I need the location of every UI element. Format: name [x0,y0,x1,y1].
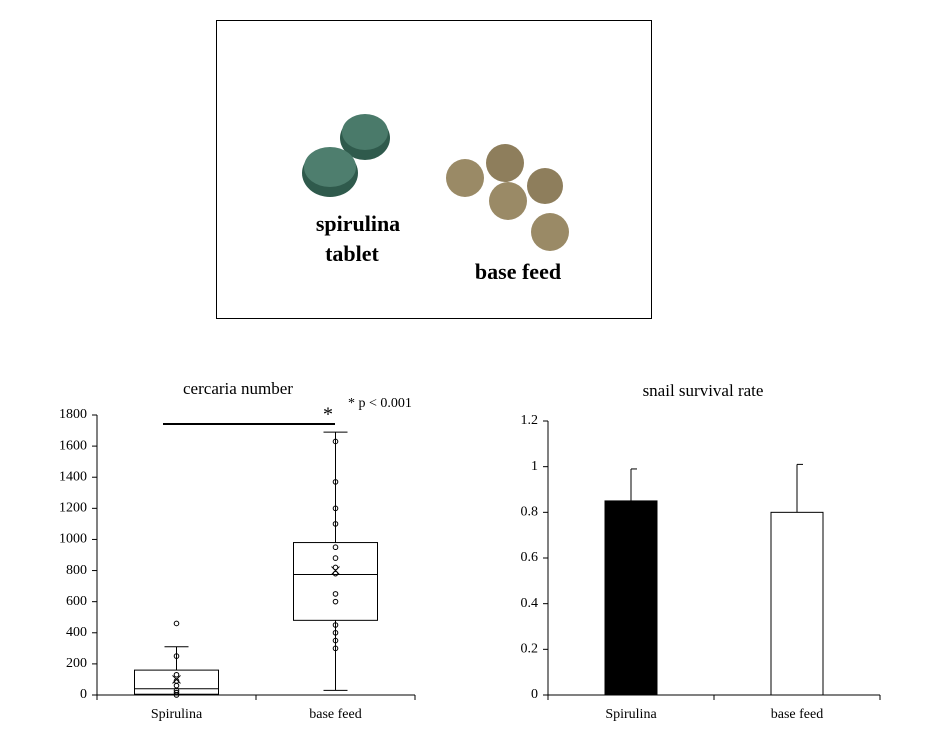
annotation: * p < 0.001 [348,396,412,411]
feed-pellet [527,168,563,204]
y-tick-label: 1400 [59,469,87,484]
y-tick-label: 0.2 [521,642,539,657]
point [173,689,180,696]
feed-pellet [531,213,569,251]
x-tick-label: Spirulina [605,707,657,722]
point [332,598,339,605]
point [332,591,339,597]
y-tick-label: 0 [80,687,87,702]
tablet [342,114,388,150]
point [332,629,339,636]
y-tick-label: 0 [531,687,538,702]
y-tick-label: 600 [66,594,87,609]
y-tick-label: 1 [531,459,538,474]
x-tick-label: base feed [771,707,823,722]
box [134,669,219,695]
feed-pellet [486,144,524,182]
point [332,622,339,628]
point [332,544,339,551]
point [173,671,180,678]
y-tick-label: 1.2 [521,413,539,428]
point [173,620,180,627]
y-tick-label: 1800 [59,407,87,422]
photo-label: spirulina [316,211,400,236]
mean [331,566,340,575]
photo-frame [216,20,652,319]
feed-pellet [489,182,527,220]
chart-title: cercaria number [183,379,293,398]
y-tick-label: 200 [66,656,87,671]
photo-label: tablet [325,241,379,266]
tablet [304,147,356,187]
point [173,682,180,689]
point [173,678,180,684]
point [332,479,339,485]
point [332,637,339,644]
photo: spirulina tablet base feed [216,20,652,319]
box [293,542,378,621]
bar [770,511,824,696]
point [332,438,339,445]
y-tick-label: 0.6 [521,550,539,565]
point [332,645,339,652]
y-tick-label: 400 [66,625,87,640]
y-tick-label: 1600 [59,438,87,453]
significance-mark: * [323,404,333,426]
y-tick-label: 800 [66,563,87,578]
bar [604,500,658,696]
y-tick-label: 1200 [59,501,87,516]
point [332,505,339,512]
x-tick-label: base feed [309,707,361,722]
point [332,521,339,527]
y-tick-label: 0.4 [521,596,539,611]
mean [172,675,181,684]
feed-pellet [446,159,484,197]
x-tick-label: Spirulina [151,707,203,722]
point [332,564,339,571]
point [332,555,339,561]
y-tick-label: 1000 [59,532,87,547]
point [332,570,339,577]
photo-label: base feed [475,259,561,284]
chart-title: snail survival rate [643,381,764,400]
point [173,653,180,659]
y-tick-label: 0.8 [521,505,539,520]
